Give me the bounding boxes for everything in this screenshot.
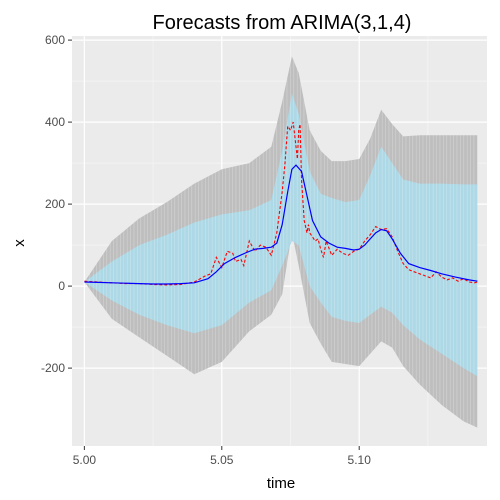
band-80-percent — [84, 93, 478, 377]
y-tick-label: 200 — [45, 197, 65, 211]
y-tick-label: -200 — [41, 361, 65, 375]
y-axis-label: x — [11, 239, 28, 247]
chart-title: Forecasts from ARIMA(3,1,4) — [153, 12, 412, 34]
x-tick-label: 5.05 — [210, 453, 234, 467]
x-tick-label: 5.00 — [73, 453, 97, 467]
x-axis-label: time — [267, 475, 295, 492]
y-tick-label: 400 — [45, 115, 65, 129]
y-axis-ticks: -200 0 200 400 600 — [41, 33, 72, 375]
y-tick-label: 600 — [45, 33, 65, 47]
x-axis-ticks: 5.00 5.05 5.10 — [73, 446, 372, 467]
actual-series-line — [84, 121, 478, 286]
x-tick-label: 5.10 — [348, 453, 372, 467]
fitted-series-line — [84, 164, 478, 285]
y-tick-label: 0 — [58, 279, 65, 293]
